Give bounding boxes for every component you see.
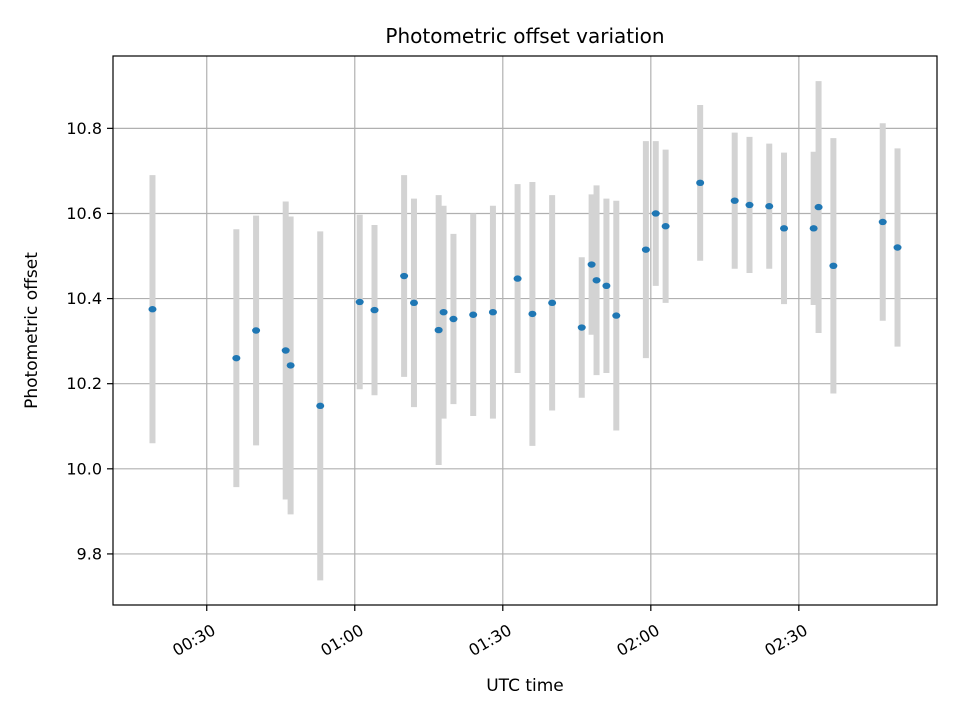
data-points — [148, 179, 902, 410]
data-point — [439, 309, 448, 316]
data-point — [730, 197, 739, 204]
y-tick-label: 10.0 — [66, 459, 102, 478]
data-point — [829, 262, 838, 270]
data-point — [577, 324, 586, 331]
data-point — [316, 402, 325, 410]
data-point — [651, 210, 660, 217]
data-point — [809, 225, 818, 232]
y-tick-label: 9.8 — [77, 544, 102, 563]
data-point — [281, 347, 290, 354]
data-point — [548, 299, 557, 307]
data-point — [878, 218, 887, 226]
data-point — [488, 309, 497, 316]
data-point — [409, 299, 418, 307]
data-point — [612, 312, 621, 319]
y-axis-title: Photometric offset — [22, 252, 42, 409]
data-point — [286, 362, 295, 369]
chart-title: Photometric offset variation — [385, 24, 664, 48]
y-tick-label: 10.4 — [66, 289, 102, 308]
data-point — [469, 311, 478, 318]
data-point — [355, 298, 364, 306]
data-point — [400, 272, 409, 280]
data-point — [745, 201, 754, 209]
data-point — [370, 306, 379, 314]
data-point — [602, 282, 611, 290]
data-point — [592, 277, 601, 284]
data-point — [449, 315, 458, 323]
data-point — [814, 203, 823, 211]
data-point — [765, 203, 774, 210]
data-point — [587, 261, 596, 268]
y-tick-label: 10.8 — [66, 119, 102, 138]
data-point — [232, 354, 241, 362]
y-tick-label: 10.2 — [66, 374, 102, 393]
data-point — [696, 179, 705, 187]
data-point — [252, 327, 261, 334]
x-axis-title: UTC time — [486, 676, 564, 696]
data-point — [893, 244, 902, 251]
data-point — [513, 275, 522, 282]
data-point — [528, 310, 537, 318]
data-point — [641, 246, 650, 253]
data-point — [780, 225, 789, 232]
data-point — [148, 306, 157, 313]
data-point — [434, 326, 443, 334]
grid — [113, 56, 937, 605]
y-tick-label: 10.6 — [66, 204, 102, 223]
data-point — [661, 223, 670, 230]
plot-area-frame — [112, 55, 938, 606]
